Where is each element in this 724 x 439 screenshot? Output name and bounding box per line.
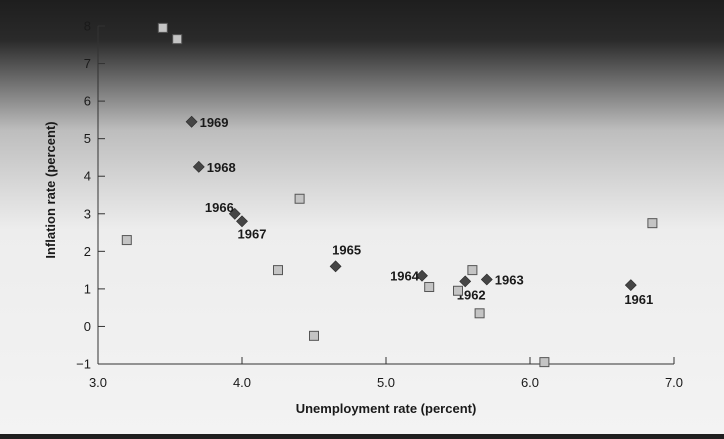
axes [97,26,674,365]
square-point [121,235,132,246]
x-tick-label: 6.0 [521,375,539,390]
diamond-point [329,260,342,273]
diamond-point [624,279,637,292]
diamond-point [192,160,205,173]
diamond-point [480,273,493,286]
square-point [294,193,305,204]
data-points: 1961 1962 1963 1964 1965 1966 1967 1968 1969 [121,22,658,368]
point-label: 1962 [457,287,486,302]
square-point [309,330,319,341]
square-point [647,218,658,229]
square-point [157,22,168,33]
y-axis-title: Inflation rate (percent) [43,121,58,258]
y-tick-label: 5 [84,131,91,146]
x-tick-label: 3.0 [89,375,107,390]
square-point [474,308,485,319]
point-label: 1967 [238,226,267,241]
square-point [467,265,478,276]
x-tick-label: 4.0 [233,375,251,390]
y-tick-label: −1 [76,357,91,372]
x-tick-label: 5.0 [377,375,395,390]
diamond-point [416,269,428,282]
ticks: −1 0 1 2 3 4 5 6 7 8 3.0 4.0 5.0 6.0 7.0 [76,19,683,391]
x-axis-title: Unemployment rate (percent) [296,401,477,416]
diamond-point [236,215,248,228]
square-point [172,34,183,45]
square-point [273,265,283,276]
square-point [539,357,550,368]
y-tick-label: 1 [84,281,91,296]
y-tick-label: 7 [84,56,91,71]
point-label: 1961 [624,292,653,307]
square-point [424,282,435,293]
y-tick-label: 2 [84,244,91,259]
y-tick-label: 4 [84,169,91,184]
diamond-point [459,275,472,288]
y-tick-label: 3 [84,206,91,221]
diamond-point [228,207,241,220]
point-label: 1963 [495,273,524,288]
diamond-point [185,115,198,128]
point-label: 1968 [207,160,236,175]
point-label: 1966 [205,200,234,215]
square-point [453,285,463,296]
y-tick-label: 6 [84,94,91,109]
point-label: 1965 [332,242,361,257]
x-tick-label: 7.0 [665,375,683,390]
y-tick-label: 0 [84,319,91,334]
point-label: 1964 [390,269,420,284]
point-label: 1969 [200,115,229,130]
y-tick-label: 8 [84,19,91,34]
